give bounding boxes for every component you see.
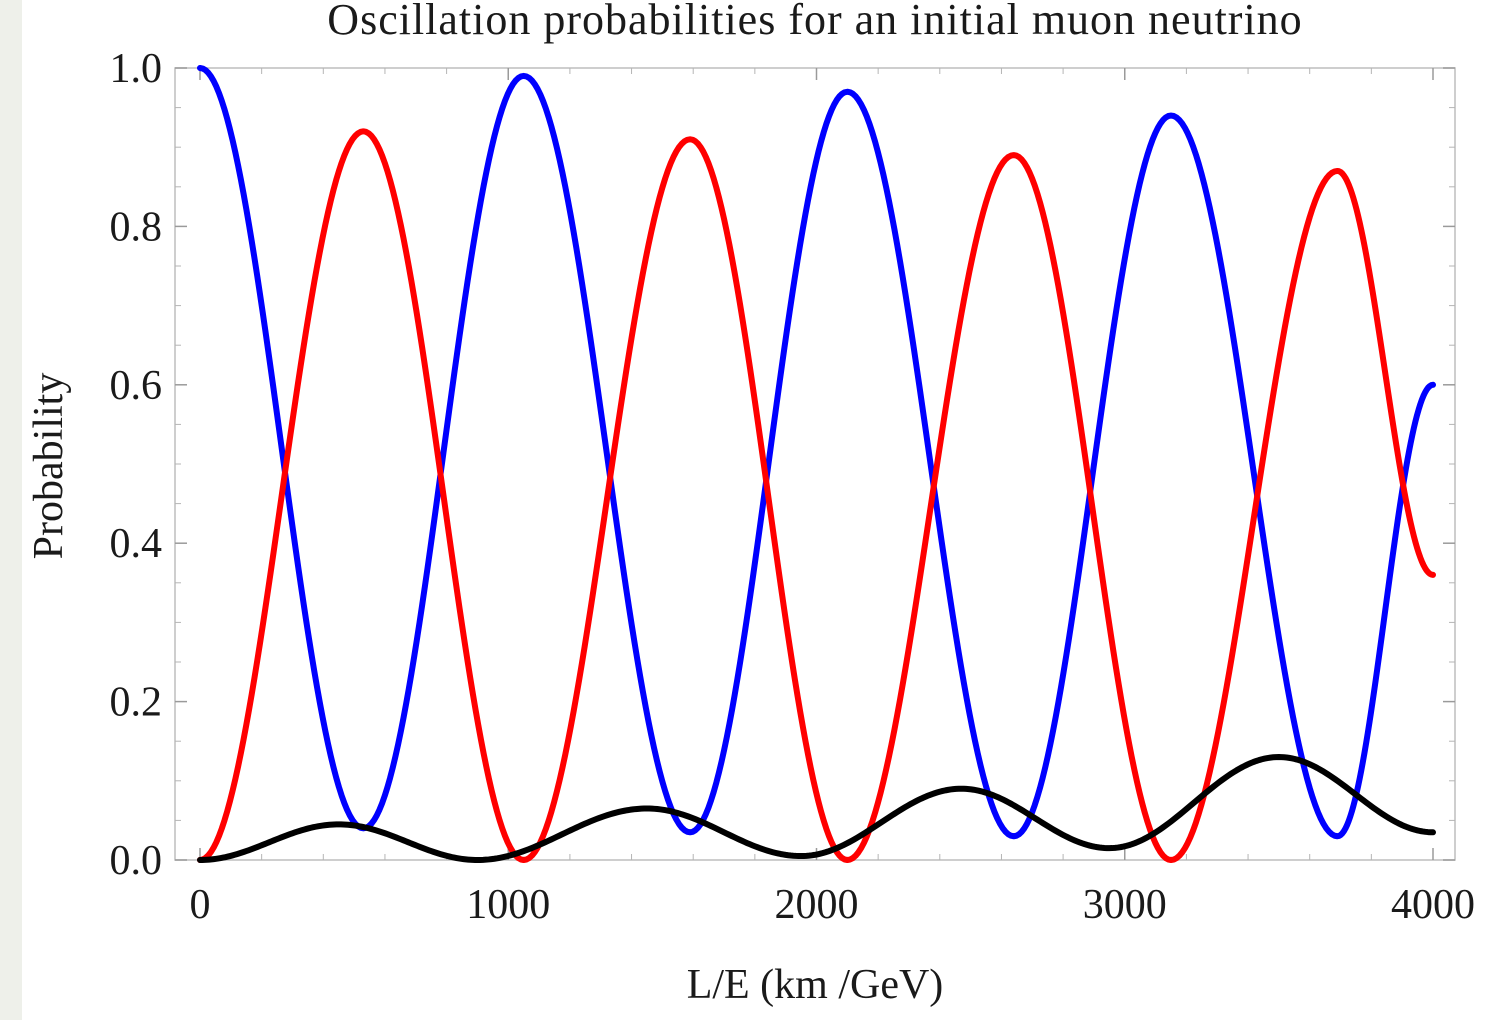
y-tick-label: 1.0 (110, 46, 163, 92)
left-margin-strip (0, 0, 22, 1020)
x-tick-label: 0 (190, 882, 211, 928)
series-line-0 (197, 65, 1436, 840)
y-tick-label: 0.0 (110, 838, 163, 884)
y-tick-label: 0.2 (110, 680, 163, 726)
y-axis-label: Probability (26, 373, 72, 560)
y-tick-label: 0.8 (110, 204, 163, 250)
series-line-1 (197, 128, 1436, 863)
x-tick-label: 4000 (1391, 882, 1475, 928)
chart-title: Oscillation probabilities for an initial… (327, 0, 1302, 44)
x-tick-label: 3000 (1083, 882, 1167, 928)
x-tick-label: 1000 (466, 882, 550, 928)
y-tick-label: 0.6 (110, 363, 163, 409)
series-line-2 (197, 754, 1436, 863)
x-tick-label: 2000 (775, 882, 859, 928)
x-axis-label: L/E (km /GeV) (687, 962, 944, 1008)
y-tick-label: 0.4 (110, 521, 163, 567)
series-lines (197, 65, 1436, 863)
tick-labels: 0 1000 2000 3000 4000 0.0 0.2 0.4 0.6 0.8 1.0 (110, 46, 1476, 928)
